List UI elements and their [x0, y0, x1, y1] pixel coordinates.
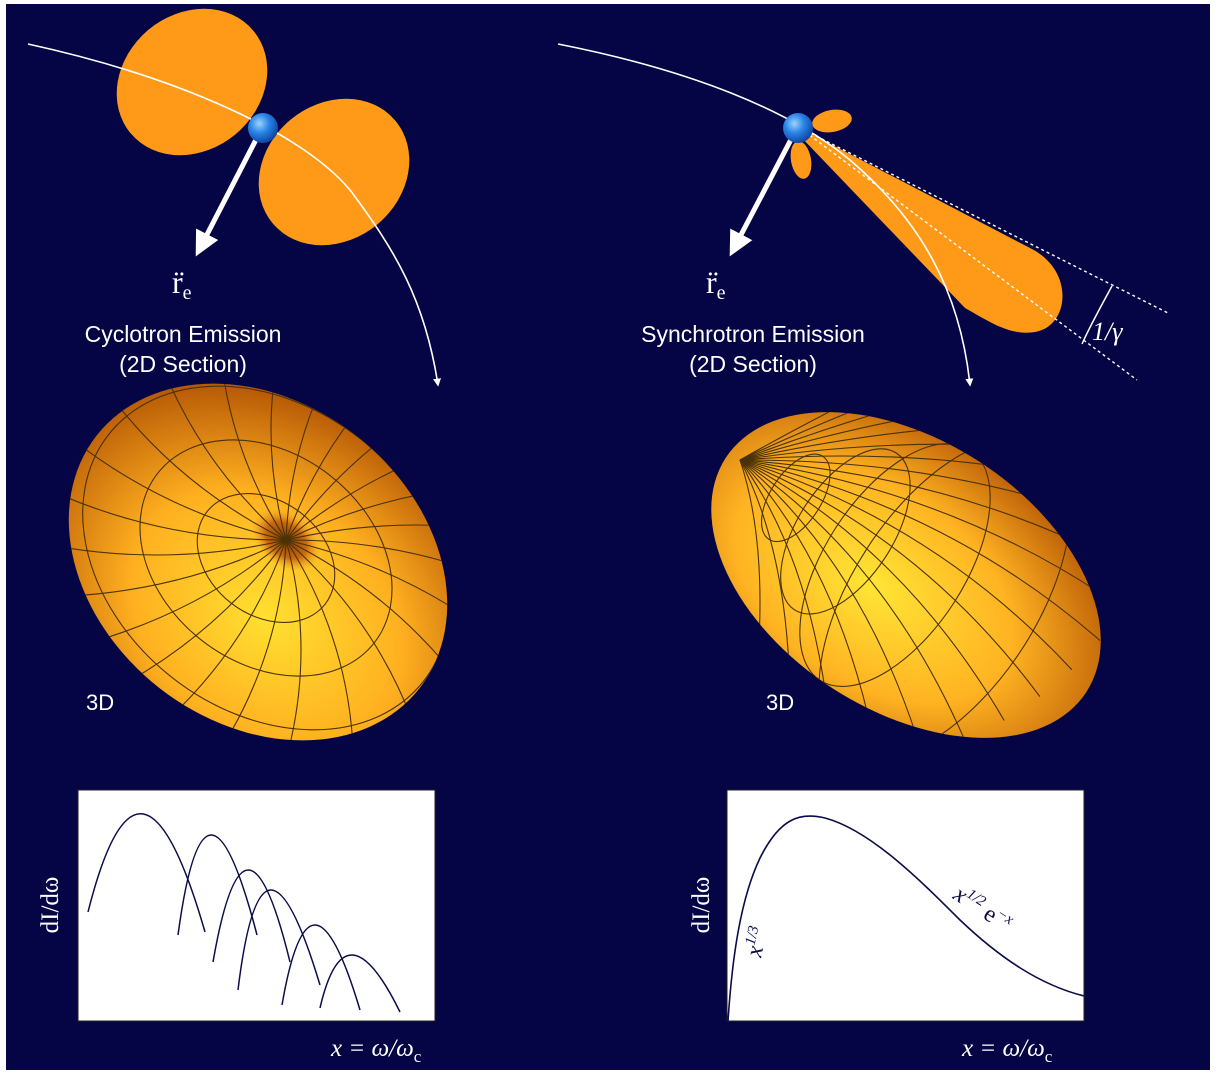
cyclotron-3d-torus — [25, 319, 519, 761]
cyclotron-title-line1: Cyclotron Emission — [85, 321, 282, 347]
harmonic-arc — [177, 834, 258, 936]
synchrotron-acceleration-arrow — [729, 128, 799, 257]
synchrotron-title-line1: Synchrotron Emission — [641, 321, 865, 347]
mesh-line — [739, 459, 1101, 641]
cyclotron-title-line2: (2D Section) — [119, 351, 247, 377]
mesh-line — [285, 539, 354, 753]
synchrotron-angle-arc — [1081, 285, 1113, 345]
synchrotron-section: 1/γ r̈e Synchrotron Emission (2D Section… — [557, 43, 1169, 1066]
mesh-line — [218, 539, 287, 753]
synchrotron-accel-label: r̈e — [706, 264, 726, 304]
mesh-ring — [139, 439, 393, 677]
synchrotron-cone-line-lower — [799, 127, 1138, 381]
synchrotron-plot-xlabel: x = ω/ωc — [961, 1035, 1053, 1066]
cyclotron-lobe-lower — [258, 98, 410, 246]
mesh-line — [739, 459, 966, 742]
harmonic-arc — [281, 924, 361, 1011]
cyclotron-section: r̈e Cyclotron Emission (2D Section) 3D d… — [25, 8, 519, 1066]
cyclotron-3d-label: 3D — [86, 690, 114, 715]
cyclotron-acceleration-arrow — [195, 126, 265, 257]
cyclotron-accel-label: r̈e — [172, 264, 192, 304]
synchrotron-spectrum-curve — [727, 815, 1084, 1021]
mesh-line — [739, 459, 1041, 697]
cyclotron-spectrum-plot: dI/dω x = ω/ωc — [37, 789, 436, 1066]
mesh-ring — [760, 453, 831, 543]
synchrotron-cone-line-upper — [799, 127, 1169, 314]
synchrotron-spectrum-plot: x1/3 x1/2e−x dI/dω x = ω/ωc — [688, 789, 1085, 1066]
mesh-line — [739, 459, 1124, 610]
cyclotron-plot-xlabel: x = ω/ωc — [330, 1035, 422, 1066]
harmonic-arc — [319, 954, 401, 1013]
synchrotron-orbit-path — [557, 43, 974, 387]
cyclotron-orbit-path — [27, 43, 441, 387]
harmonic-arc — [212, 869, 291, 963]
synchrotron-low-annotation: x1/3 — [740, 924, 773, 960]
mesh-line — [285, 539, 417, 731]
synchrotron-side-lobe-lower — [790, 141, 812, 179]
mesh-line — [739, 459, 1005, 721]
mesh-line — [739, 459, 1073, 671]
synchrotron-forward-lobe — [800, 128, 1063, 333]
harmonic-arc — [237, 889, 321, 991]
synchrotron-angle-label: 1/γ — [1092, 317, 1123, 346]
cyclotron-harmonic-curves — [87, 813, 401, 1013]
synchrotron-plot-ylabel: dI/dω — [688, 877, 715, 934]
synchrotron-title-line2: (2D Section) — [689, 351, 817, 377]
synchrotron-electron — [783, 113, 813, 143]
synchrotron-side-lobe-upper — [812, 109, 852, 133]
cyclotron-electron — [248, 113, 278, 143]
mesh-ring — [196, 493, 336, 623]
cyclotron-plot-ylabel: dI/dω — [37, 877, 64, 934]
mesh-line — [285, 539, 302, 761]
synchrotron-plot-frame — [726, 789, 1085, 1022]
cyclotron-lobe-upper — [116, 8, 268, 156]
synchrotron-3d-label: 3D — [766, 690, 794, 715]
mesh-ring — [780, 448, 911, 615]
